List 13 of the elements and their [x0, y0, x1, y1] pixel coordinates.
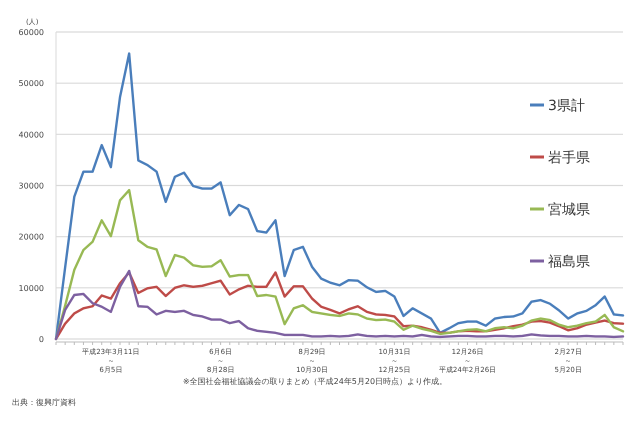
y-tick-label: 60000 [18, 28, 44, 37]
source-note: 出典：復興庁資料 [12, 398, 76, 407]
legend-label: 3県計 [548, 98, 585, 114]
y-tick-label: 50000 [18, 79, 44, 88]
y-tick-label: 10000 [18, 284, 44, 293]
legend-label: 岩手県 [548, 150, 590, 166]
y-tick-label: 30000 [18, 182, 44, 190]
text: ※全国社会福祉協議会の取りまとめ（平成24年5月20日時点）より作成。 [182, 377, 448, 386]
y-tick-label: 20000 [18, 232, 44, 242]
legend-label: 福島県 [548, 254, 590, 270]
y-tick-label: 0 [38, 335, 44, 344]
y-tick-label: 40000 [18, 130, 44, 140]
legend-label: 宮城県 [548, 202, 590, 218]
